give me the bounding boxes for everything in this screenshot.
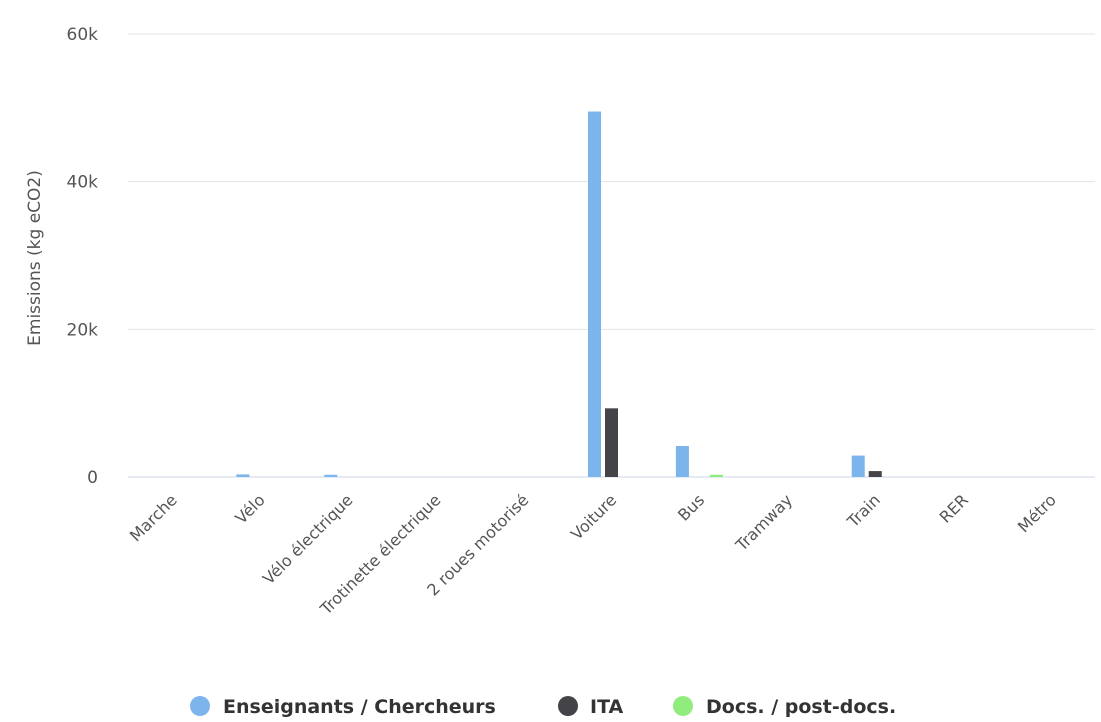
y-tick-label: 0 — [87, 468, 98, 488]
y-tick-label: 40k — [67, 173, 99, 193]
bar-enseignants — [675, 445, 689, 477]
x-tick-label: Voiture — [567, 490, 620, 543]
legend-label: Docs. / post-docs. — [706, 696, 896, 718]
legend-marker — [190, 696, 210, 716]
bar-enseignants — [851, 455, 865, 477]
x-tick-label: Tramway — [731, 490, 796, 555]
x-tick-label: RER — [936, 490, 972, 526]
x-tick-label: Train — [843, 490, 884, 531]
bar-ita — [605, 408, 618, 477]
x-tick-label: Vélo — [231, 490, 268, 527]
bar-enseignants — [588, 111, 601, 478]
y-tick-label: 20k — [67, 320, 99, 340]
y-tick-label: 60k — [67, 25, 99, 45]
bar-enseignants — [236, 474, 250, 477]
y-axis-title: Emissions (kg eCO2) — [25, 170, 45, 346]
x-tick-label: Métro — [1014, 490, 1060, 536]
bar-enseignants — [324, 474, 338, 477]
legend: Enseignants / Chercheurs ITA Docs. / post-… — [190, 696, 896, 718]
legend-label: ITA — [590, 696, 624, 718]
y-axis-ticks: 0 20k 40k 60k — [67, 25, 99, 488]
bar-docs — [709, 474, 723, 477]
x-tick-label: Bus — [674, 490, 708, 524]
legend-label: Enseignants / Chercheurs — [223, 696, 496, 718]
x-tick-label: Marche — [126, 490, 181, 545]
bar-ita — [868, 471, 882, 477]
legend-marker — [673, 696, 693, 716]
x-tick-label: Vélo électrique — [259, 490, 357, 588]
bars — [236, 111, 882, 478]
legend-marker — [558, 696, 578, 716]
